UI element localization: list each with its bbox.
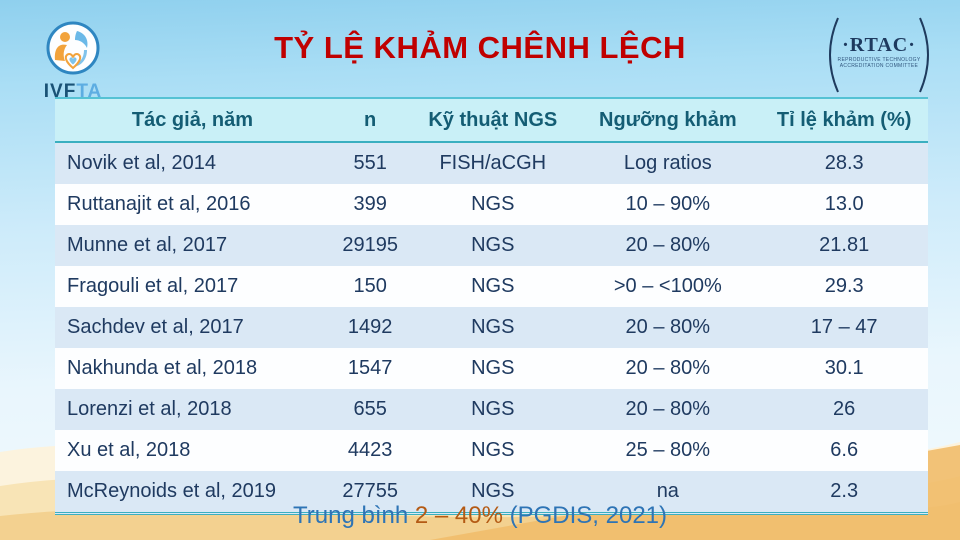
column-header-threshold: Ngưỡng khảm — [575, 97, 761, 143]
ivfta-text-ta: TA — [76, 81, 103, 102]
rtac-logo: ·RTAC· REPRODUCTIVE TECHNOLOGY ACCREDITA… — [818, 12, 940, 98]
summary-prefix: Trung bình — [293, 502, 415, 529]
column-header-rate: Tỉ lệ khảm (%) — [760, 97, 928, 143]
summary-highlight: 2 – 40% — [414, 502, 503, 529]
cell-threshold: 20 – 80% — [625, 234, 711, 256]
cell-author: McReynoids et al, 2019 — [55, 471, 330, 515]
cell-threshold: 20 – 80% — [625, 316, 711, 338]
summary-caption: Trung bình 2 – 40% (PGDIS, 2021) — [0, 502, 960, 530]
cell-rate: 21.81 — [819, 234, 870, 256]
cell-n: 1492 — [347, 316, 393, 338]
cell-technique: NGS — [471, 316, 515, 338]
cell-n: 150 — [353, 275, 387, 297]
cell-technique: NGS — [471, 439, 515, 461]
cell-n: 27755 — [329, 471, 411, 515]
cell-rate: 28.3 — [824, 152, 864, 174]
cell-rate: 13.0 — [824, 193, 864, 215]
cell-rate: 29.3 — [824, 275, 864, 297]
cell-n: 4423 — [347, 439, 393, 461]
cell-threshold: na — [575, 471, 761, 515]
table-row: Nakhunda et al, 2018 1547 NGS 20 – 80% 3… — [55, 348, 928, 389]
cell-author: Sachdev et al, 2017 — [67, 316, 244, 338]
cell-author: Xu et al, 2018 — [67, 439, 191, 461]
cell-technique: NGS — [471, 357, 515, 379]
column-header-n: n — [329, 97, 411, 143]
cell-technique: NGS — [471, 398, 515, 420]
cell-author: Ruttanajit et al, 2016 — [67, 193, 251, 215]
cell-threshold: >0 – <100% — [613, 275, 722, 297]
rtac-subtitle-line1: REPRODUCTIVE TECHNOLOGY — [837, 57, 921, 63]
table-row: Novik et al, 2014 551 FISH/aCGH Log rati… — [55, 142, 928, 184]
cell-author: Munne et al, 2017 — [67, 234, 228, 256]
table-row: Xu et al, 2018 4423 NGS 25 – 80% 6.6 — [55, 430, 928, 471]
cell-threshold: 20 – 80% — [625, 398, 711, 420]
cell-technique: FISH/aCGH — [439, 152, 547, 174]
cell-threshold: 25 – 80% — [625, 439, 711, 461]
cell-n: 655 — [353, 398, 387, 420]
cell-technique: NGS — [471, 275, 515, 297]
cell-threshold: 20 – 80% — [625, 357, 711, 379]
table-header-row: Tác giả, năm n Kỹ thuật NGS Ngưỡng khảm … — [55, 97, 928, 143]
cell-technique: NGS — [471, 193, 515, 215]
ivfta-logo: IVFTA — [28, 20, 118, 103]
mosaicism-rate-table: Tác giả, năm n Kỹ thuật NGS Ngưỡng khảm … — [55, 97, 928, 515]
cell-author: Fragouli et al, 2017 — [67, 275, 239, 297]
rtac-parentheses — [829, 17, 929, 93]
cell-rate: 17 – 47 — [810, 316, 878, 338]
cell-n: 29195 — [342, 234, 398, 256]
table-row: Lorenzi et al, 2018 655 NGS 20 – 80% 26 — [55, 389, 928, 430]
cell-author: Nakhunda et al, 2018 — [67, 357, 258, 379]
cell-rate: 26 — [833, 398, 856, 420]
ivfta-logo-text: IVFTA — [28, 81, 118, 103]
cell-rate: 6.6 — [830, 439, 859, 461]
ivfta-logo-icon — [46, 21, 100, 75]
table-row: McReynoids et al, 2019 27755 NGS na 2.3 — [55, 471, 928, 515]
rtac-subtitle-line2: ACCREDITATION COMMITTEE — [839, 63, 919, 69]
cell-n: 1547 — [347, 357, 393, 379]
cell-author: Novik et al, 2014 — [67, 152, 216, 174]
cell-technique: NGS — [410, 471, 576, 515]
rtac-name: ·RTAC· — [842, 34, 916, 56]
table-row: Fragouli et al, 2017 150 NGS >0 – <100% … — [55, 266, 928, 307]
column-header-author: Tác giả, năm — [55, 97, 330, 143]
summary-suffix: (PGDIS, 2021) — [502, 502, 667, 529]
table-row: Ruttanajit et al, 2016 399 NGS 10 – 90% … — [55, 184, 928, 225]
page-title: TỶ LỆ KHẢM CHÊNH LỆCH — [274, 30, 686, 65]
cell-n: 399 — [353, 193, 387, 215]
column-header-technique: Kỹ thuật NGS — [410, 97, 576, 143]
ivfta-text-ivf: IVF — [43, 81, 77, 102]
cell-author: Lorenzi et al, 2018 — [67, 398, 232, 420]
cell-rate: 30.1 — [824, 357, 864, 379]
cell-threshold: Log ratios — [623, 152, 712, 174]
table-row: Sachdev et al, 2017 1492 NGS 20 – 80% 17… — [55, 307, 928, 348]
cell-threshold: 10 – 90% — [625, 193, 711, 215]
cell-n: 551 — [353, 152, 387, 174]
cell-rate: 2.3 — [760, 471, 928, 515]
table-row: Munne et al, 2017 29195 NGS 20 – 80% 21.… — [55, 225, 928, 266]
cell-technique: NGS — [471, 234, 515, 256]
